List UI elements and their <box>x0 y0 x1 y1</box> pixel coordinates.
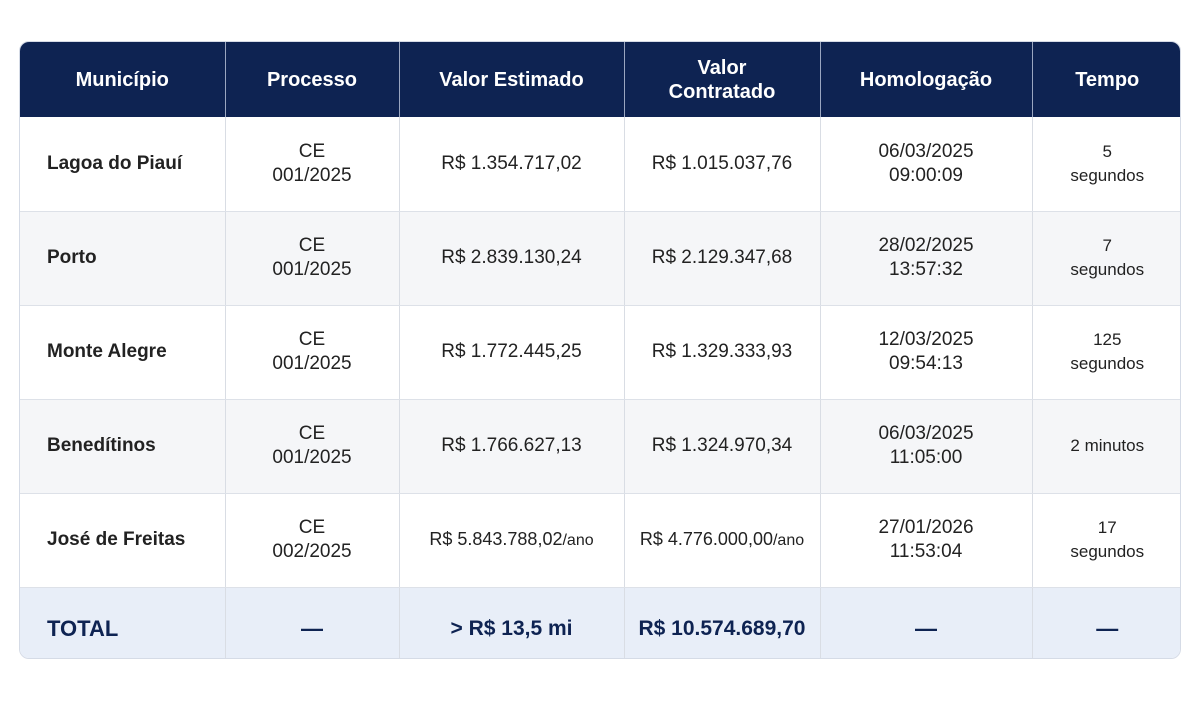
cell-homologacao: 12/03/2025 09:54:13 <box>820 305 1033 400</box>
cell-tempo: 7 segundos <box>1032 211 1180 306</box>
header-valor-contratado: Valor Contratado <box>624 42 821 117</box>
cell-tempo: 5 segundos <box>1032 117 1180 212</box>
cell-valor-contratado: R$ 1.324.970,34 <box>624 399 821 494</box>
processo-type: CE <box>298 517 326 538</box>
valor-contratado-suffix: /ano <box>772 532 805 549</box>
cell-processo: CE 001/2025 <box>225 305 400 400</box>
processo-number: 001/2025 <box>272 447 352 468</box>
processo-number: 001/2025 <box>272 353 352 374</box>
tempo-unit: segundos <box>1070 165 1145 185</box>
cell-homologacao: 06/03/2025 09:00:09 <box>820 117 1033 212</box>
cell-homologacao: 27/01/2026 11:53:04 <box>820 493 1033 588</box>
cell-tempo: 2 minutos <box>1032 399 1180 494</box>
processo-number: 001/2025 <box>272 164 352 186</box>
cell-valor-estimado: R$ 5.843.788,02/ano <box>399 493 625 588</box>
tempo-unit: segundos <box>1070 542 1145 561</box>
header-processo: Processo <box>225 42 400 117</box>
total-valor-estimado: > R$ 13,5 mi <box>399 587 625 658</box>
homologacao-date: 27/01/2026 <box>878 517 974 538</box>
tempo-value: 7 <box>1102 236 1112 255</box>
cell-tempo: 17 segundos <box>1032 493 1180 588</box>
tempo-value: 2 minutos <box>1070 436 1145 455</box>
processo-type: CE <box>298 235 326 256</box>
cell-valor-estimado: R$ 2.839.130,24 <box>399 211 625 306</box>
homologacao-time: 11:05:00 <box>889 447 963 468</box>
homologacao-date: 28/02/2025 <box>878 235 974 256</box>
cell-valor-contratado: R$ 4.776.000,00/ano <box>624 493 821 588</box>
cell-valor-contratado: R$ 1.015.037,76 <box>624 117 821 212</box>
cell-municipio: Porto <box>20 211 226 306</box>
tempo-value: 125 <box>1093 330 1122 349</box>
total-valor-contratado: R$ 10.574.689,70 <box>624 587 821 658</box>
header-valor-estimado: Valor Estimado <box>399 42 625 117</box>
cell-homologacao: 28/02/2025 13:57:32 <box>820 211 1033 306</box>
header-tempo: Tempo <box>1032 42 1180 117</box>
cell-homologacao: 06/03/2025 11:05:00 <box>820 399 1033 494</box>
table-row: Monte Alegre CE 001/2025 R$ 1.772.445,25 … <box>20 305 1180 400</box>
tempo-value: 5 <box>1102 141 1112 161</box>
total-processo: — <box>225 587 400 658</box>
homologacao-time: 09:00:09 <box>889 164 963 186</box>
contracts-table: Município Processo Valor Estimado Valor … <box>19 41 1181 659</box>
header-valor-contratado-label: Valor Contratado <box>668 56 776 103</box>
cell-processo: CE 001/2025 <box>225 211 400 306</box>
cell-processo: CE 001/2025 <box>225 399 400 494</box>
processo-number: 001/2025 <box>272 259 352 280</box>
homologacao-date: 12/03/2025 <box>878 329 974 350</box>
header-homologacao: Homologação <box>820 42 1033 117</box>
cell-valor-estimado: R$ 1.354.717,02 <box>399 117 625 212</box>
homologacao-time: 13:57:32 <box>889 259 963 280</box>
cell-processo: CE 001/2025 <box>225 117 400 212</box>
contracts-table-grid: Município Processo Valor Estimado Valor … <box>20 42 1180 658</box>
homologacao-time: 09:54:13 <box>889 353 963 374</box>
homologacao-time: 11:53:04 <box>889 541 963 562</box>
cell-processo: CE 002/2025 <box>225 493 400 588</box>
table-row: Benedítinos CE 001/2025 R$ 1.766.627,13 R… <box>20 399 1180 494</box>
cell-valor-estimado: R$ 1.772.445,25 <box>399 305 625 400</box>
tempo-value: 17 <box>1097 518 1117 537</box>
valor-contratado-amount: R$ 4.776.000,00 <box>639 529 773 549</box>
cell-municipio: Monte Alegre <box>20 305 226 400</box>
processo-number: 002/2025 <box>272 541 352 562</box>
total-tempo: — <box>1032 587 1180 658</box>
homologacao-date: 06/03/2025 <box>878 140 974 162</box>
processo-type: CE <box>298 329 326 350</box>
header-row: Município Processo Valor Estimado Valor … <box>20 42 1180 117</box>
homologacao-date: 06/03/2025 <box>878 423 974 444</box>
table-row: Porto CE 001/2025 R$ 2.839.130,24 R$ 2.12… <box>20 211 1180 306</box>
table-row: José de Freitas CE 002/2025 R$ 5.843.788,… <box>20 493 1180 588</box>
cell-municipio: Lagoa do Piauí <box>20 117 226 212</box>
total-homologacao: — <box>820 587 1033 658</box>
valor-estimado-suffix: /ano <box>562 532 594 549</box>
processo-type: CE <box>298 140 326 162</box>
tempo-unit: segundos <box>1070 260 1145 279</box>
table-row: Lagoa do Piauí CE 001/2025 R$ 1.354.717,0… <box>20 117 1180 212</box>
total-label: TOTAL <box>20 587 226 658</box>
valor-estimado-amount: R$ 5.843.788,02 <box>429 529 563 549</box>
processo-type: CE <box>298 423 326 444</box>
cell-valor-estimado: R$ 1.766.627,13 <box>399 399 625 494</box>
tempo-unit: segundos <box>1070 354 1145 373</box>
cell-municipio: Benedítinos <box>20 399 226 494</box>
cell-valor-contratado: R$ 2.129.347,68 <box>624 211 821 306</box>
header-municipio: Município <box>20 42 226 117</box>
cell-valor-contratado: R$ 1.329.333,93 <box>624 305 821 400</box>
cell-tempo: 125 segundos <box>1032 305 1180 400</box>
total-row: TOTAL — > R$ 13,5 mi R$ 10.574.689,70 — … <box>20 587 1180 658</box>
cell-municipio: José de Freitas <box>20 493 226 588</box>
